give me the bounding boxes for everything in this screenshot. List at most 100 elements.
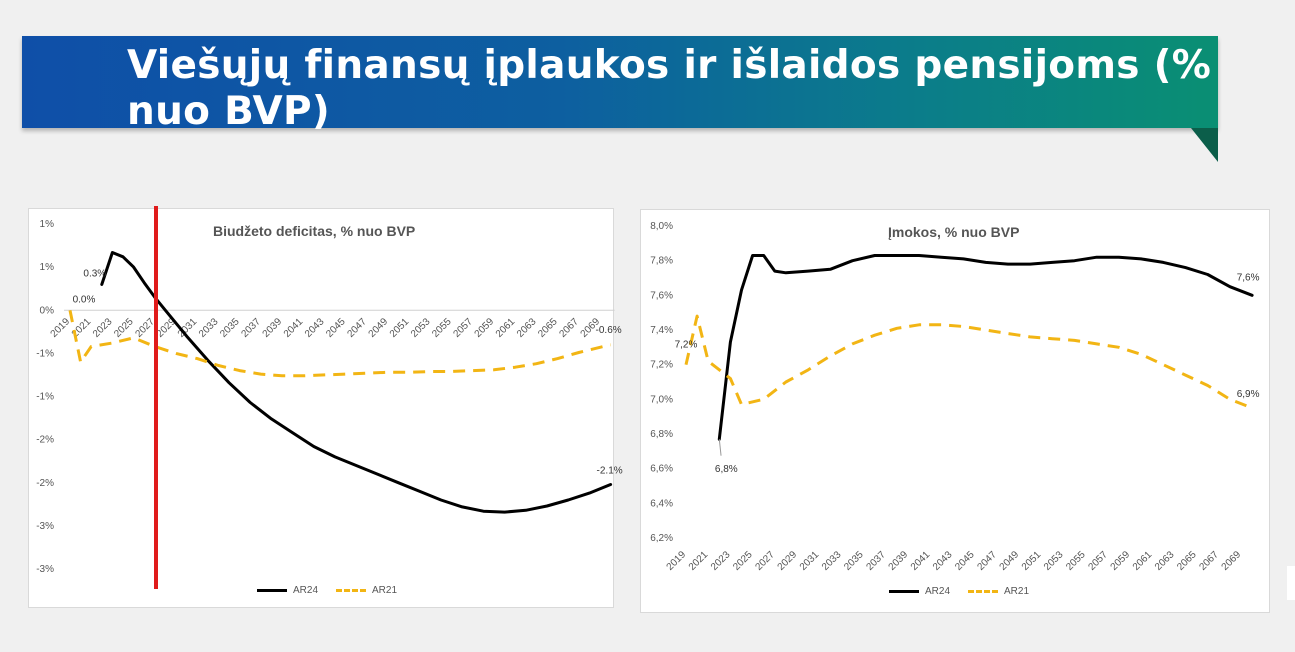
- series-line-ar24: [717, 254, 1254, 441]
- x-tick-label: 2061: [1131, 549, 1155, 573]
- x-tick-label: 2031: [798, 549, 822, 573]
- legend-item-ar24: AR24: [257, 585, 318, 596]
- legend-label: AR21: [372, 585, 398, 596]
- series-line-ar21: [68, 309, 611, 378]
- x-tick-label: 2061: [494, 316, 518, 340]
- data-label: 6,9%: [1237, 389, 1260, 400]
- y-tick-label: 7,8%: [650, 256, 673, 267]
- data-label: 6,8%: [715, 464, 738, 475]
- legend-swatch-solid: [257, 589, 287, 592]
- x-tick-label: 2023: [709, 549, 733, 573]
- edge-fragment: [1287, 566, 1295, 600]
- y-tick-label: 6,4%: [650, 498, 673, 509]
- data-label: 0.3%: [83, 268, 106, 279]
- x-tick-label: 2053: [409, 316, 433, 340]
- x-tick-label: 2019: [49, 316, 73, 340]
- y-tick-label: -1%: [36, 392, 54, 403]
- y-tick-label: -3%: [36, 564, 54, 575]
- legend-item-ar21: AR21: [968, 586, 1029, 597]
- x-tick-label: 2019: [665, 549, 689, 573]
- x-tick-label: 2053: [1042, 549, 1066, 573]
- banner-fold: [1191, 128, 1218, 162]
- x-tick-label: 2055: [430, 316, 454, 340]
- data-label: 7,6%: [1237, 272, 1260, 283]
- x-tick-label: 2041: [909, 549, 933, 573]
- x-tick-label: 2045: [324, 316, 348, 340]
- y-tick-label: -1%: [36, 348, 54, 359]
- x-tick-label: 2067: [1197, 549, 1221, 573]
- y-tick-label: -2%: [36, 435, 54, 446]
- series-line-ar21: [684, 314, 1253, 410]
- x-tick-label: 2041: [282, 316, 306, 340]
- y-tick-label: 0%: [40, 305, 55, 316]
- x-tick-label: 2039: [887, 549, 911, 573]
- deficit-chart-panel: Biudžeto deficitas, % nuo BVP 1% 1% 0% -1% -…: [28, 208, 623, 608]
- y-tick-label: 7,2%: [650, 360, 673, 371]
- y-tick-label: 1%: [40, 262, 55, 273]
- x-tick-label: 2047: [345, 316, 369, 340]
- data-label: 0.0%: [73, 294, 96, 305]
- x-tick-label: 2027: [753, 549, 777, 573]
- y-tick-label: -2%: [36, 478, 54, 489]
- deficit-chart: 1%1%0%-1%-1%-2%-2%-3%-3%2019202120232025…: [36, 219, 623, 575]
- x-tick-label: 2033: [197, 316, 221, 340]
- x-tick-label: 2039: [261, 316, 285, 340]
- legend-item-ar24: AR24: [889, 586, 950, 597]
- x-tick-label: 2063: [515, 316, 539, 340]
- y-tick-label: 7,0%: [650, 394, 673, 405]
- x-tick-label: 2059: [473, 316, 497, 340]
- data-label: 7,2%: [675, 340, 698, 351]
- data-label: -2.1%: [597, 465, 623, 476]
- contributions-chart: 8,0%7,8%7,6%7,4%7,2%7,0%6,8%6,6%6,4%6,2%…: [650, 221, 1260, 573]
- legend-swatch-dashed: [336, 589, 367, 592]
- chart-legend: AR24 AR21: [257, 585, 415, 596]
- y-tick-label: 6,6%: [650, 464, 673, 475]
- x-tick-label: 2043: [931, 549, 955, 573]
- chart-legend: AR24 AR21: [889, 586, 1047, 597]
- page-title: Viešųjų finansų įplaukos ir išlaidos pen…: [127, 43, 1212, 134]
- chart-title: Įmokos, % nuo BVP: [888, 224, 1020, 240]
- chart-title: Biudžeto deficitas, % nuo BVP: [213, 223, 416, 239]
- data-label: -0.6%: [596, 325, 622, 336]
- title-banner: [22, 36, 1218, 128]
- x-tick-label: 2037: [864, 549, 888, 573]
- contributions-chart-panel: Įmokos, % nuo BVP 8,0% 7,8% 7,6% 7,4% 7,2% 7,…: [640, 209, 1270, 613]
- y-tick-label: 7,4%: [650, 325, 673, 336]
- legend-label: AR24: [293, 585, 319, 596]
- x-tick-label: 2051: [1020, 549, 1044, 573]
- x-tick-label: 2055: [1064, 549, 1088, 573]
- y-tick-label: 7,6%: [650, 290, 673, 301]
- x-tick-label: 2065: [1175, 549, 1199, 573]
- y-tick-label: 1%: [40, 219, 55, 230]
- legend-item-ar21: AR21: [336, 585, 397, 596]
- x-tick-label: 2057: [1086, 549, 1110, 573]
- legend-swatch-solid: [889, 590, 919, 593]
- x-tick-label: 2047: [975, 549, 999, 573]
- x-tick-label: 2043: [303, 316, 327, 340]
- vertical-marker-line: [154, 206, 158, 589]
- x-tick-label: 2065: [536, 316, 560, 340]
- x-tick-label: 2049: [998, 549, 1022, 573]
- x-tick-label: 2025: [731, 549, 755, 573]
- y-tick-label: 6,2%: [650, 533, 673, 544]
- y-tick-label: 6,8%: [650, 429, 673, 440]
- x-tick-label: 2035: [842, 549, 866, 573]
- x-tick-label: 2023: [91, 316, 115, 340]
- x-tick-label: 2069: [1220, 549, 1244, 573]
- data-label-leader: [718, 439, 722, 456]
- x-tick-label: 2035: [218, 316, 242, 340]
- y-tick-label: -3%: [36, 521, 54, 532]
- x-tick-label: 2051: [388, 316, 412, 340]
- x-tick-label: 2025: [112, 316, 136, 340]
- x-tick-label: 2063: [1153, 549, 1177, 573]
- x-tick-label: 2037: [239, 316, 263, 340]
- series-line-ar24: [100, 251, 613, 514]
- x-tick-label: 2057: [451, 316, 475, 340]
- x-tick-label: 2029: [776, 549, 800, 573]
- x-tick-label: 2067: [557, 316, 581, 340]
- legend-label: AR21: [1004, 586, 1030, 597]
- x-tick-label: 2049: [367, 316, 391, 340]
- x-tick-label: 2033: [820, 549, 844, 573]
- x-tick-label: 2059: [1109, 549, 1133, 573]
- x-tick-label: 2045: [953, 549, 977, 573]
